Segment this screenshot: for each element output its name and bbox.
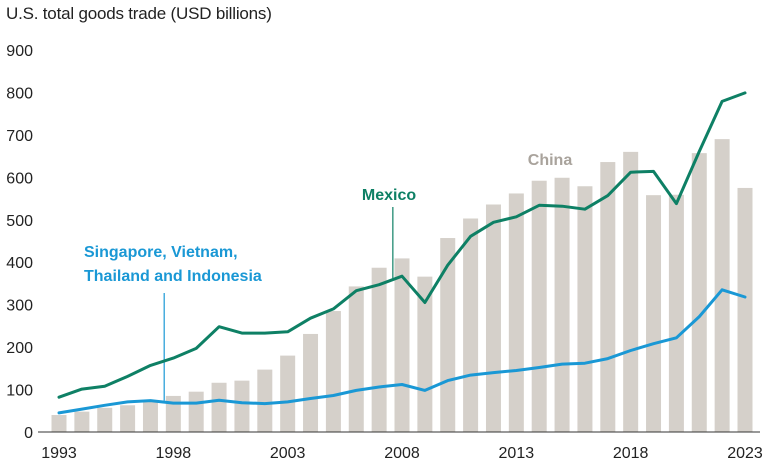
- bar-china-1993: [51, 415, 67, 432]
- series-label-singapore-vietnam-thailand-and-indonesia-line-2: Thailand and Indonesia: [84, 268, 262, 285]
- bar-china-2006: [348, 286, 364, 432]
- bar-china-1995: [97, 407, 113, 432]
- x-tick-label-1998: 1998: [156, 445, 192, 462]
- y-tick-label-700: 700: [6, 128, 33, 145]
- y-tick-label-400: 400: [6, 255, 33, 272]
- series-label-singapore-vietnam-thailand-and-indonesia-line-1: Singapore, Vietnam,: [84, 244, 238, 261]
- y-tick-label-0: 0: [24, 425, 33, 442]
- bar-china-2018: [623, 151, 639, 432]
- bar-china-2019: [646, 195, 662, 432]
- bar-china-2014: [531, 180, 547, 432]
- bar-china-1996: [120, 405, 136, 432]
- y-tick-label-900: 900: [6, 43, 33, 60]
- bar-china-2002: [257, 369, 273, 432]
- y-tick-label-500: 500: [6, 213, 33, 230]
- series-label-mexico: Mexico: [362, 187, 416, 204]
- y-tick-label-200: 200: [6, 340, 33, 357]
- bar-china-2005: [325, 311, 341, 432]
- bar-china-2007: [371, 267, 387, 432]
- series-labels: China Mexico Singapore, Vietnam, Thailand a…: [84, 152, 572, 285]
- bar-china-2009: [417, 276, 433, 432]
- bar-china-1994: [74, 411, 90, 432]
- bar-china-2022: [714, 139, 730, 432]
- y-tick-label-600: 600: [6, 170, 33, 187]
- y-tick-labels: 0 100 200 300 400 500 600 700 800 900: [6, 43, 33, 442]
- bar-china-2001: [234, 380, 250, 432]
- y-tick-label-100: 100: [6, 383, 33, 400]
- bar-china-2008: [394, 258, 410, 432]
- annotation-leaders: [163, 207, 394, 401]
- x-tick-label-2013: 2013: [499, 445, 535, 462]
- bars-layer: [51, 139, 753, 432]
- y-tick-label-800: 800: [6, 85, 33, 102]
- bar-china-2023: [737, 187, 753, 432]
- bar-china-2020: [668, 194, 684, 432]
- bar-china-2003: [280, 355, 296, 432]
- bar-china-1997: [142, 400, 158, 432]
- y-tick-label-300: 300: [6, 298, 33, 315]
- series-label-china: China: [528, 152, 573, 169]
- bar-china-2016: [577, 186, 593, 432]
- x-tick-label-1993: 1993: [41, 445, 77, 462]
- bar-china-2000: [211, 382, 227, 432]
- x-tick-label-2003: 2003: [270, 445, 306, 462]
- bar-china-2017: [600, 162, 616, 432]
- line-mexico: [57, 91, 747, 399]
- lines-layer: [57, 91, 747, 415]
- bar-china-2015: [554, 177, 570, 432]
- bar-china-2021: [691, 153, 707, 432]
- bar-china-1999: [188, 391, 204, 432]
- x-tick-labels: 1993 1998 2003 2008 2013 2018 2023: [41, 445, 763, 462]
- bar-china-2004: [303, 333, 319, 432]
- bar-china-2011: [463, 218, 479, 432]
- x-tick-label-2008: 2008: [384, 445, 420, 462]
- bar-china-1998: [165, 395, 181, 432]
- x-tick-label-2018: 2018: [613, 445, 649, 462]
- x-tick-label-2023: 2023: [727, 445, 763, 462]
- bar-china-2012: [485, 204, 501, 432]
- bar-china-2013: [508, 193, 524, 432]
- chart-title: U.S. total goods trade (USD billions): [6, 4, 272, 23]
- line-singapore-vietnam-thailand-and-indonesia: [57, 288, 747, 415]
